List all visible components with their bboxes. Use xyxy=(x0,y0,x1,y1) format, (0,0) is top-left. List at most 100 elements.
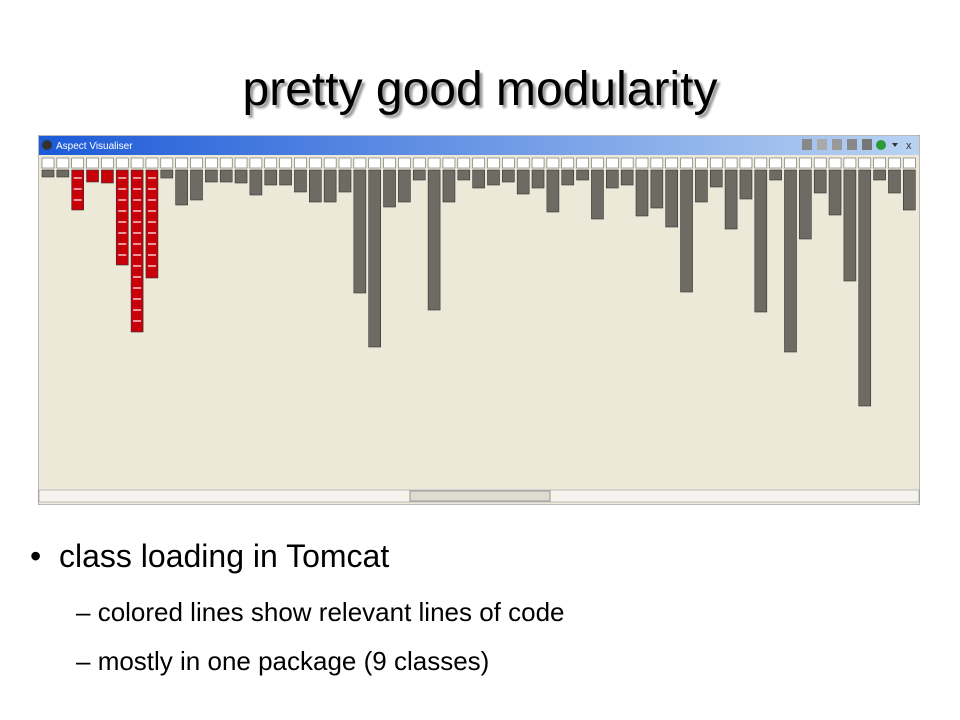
class-header xyxy=(591,157,604,169)
sub-bullet-text: mostly in one package (9 classes) xyxy=(97,646,490,676)
class-bar xyxy=(873,169,886,181)
class-bar xyxy=(86,169,99,183)
title-bar xyxy=(39,136,919,155)
class-bar xyxy=(249,169,263,196)
class-header xyxy=(442,157,456,169)
class-bar xyxy=(516,169,530,195)
class-header xyxy=(457,157,471,169)
class-bar xyxy=(531,169,545,189)
class-header xyxy=(130,157,144,169)
class-header xyxy=(843,157,857,169)
class-bar xyxy=(635,169,649,217)
class-header xyxy=(799,157,812,169)
class-header xyxy=(650,157,664,169)
sub-bullet: – mostly in one package (9 classes) xyxy=(76,646,490,676)
class-header xyxy=(902,157,916,169)
class-bar xyxy=(264,169,278,186)
class-bar xyxy=(308,169,322,203)
class-bar xyxy=(754,169,768,313)
class-bar xyxy=(888,169,901,194)
class-bar xyxy=(502,169,515,183)
class-header xyxy=(828,157,842,169)
toolbar[interactable]: x xyxy=(802,139,912,152)
class-header xyxy=(888,157,901,169)
class-bar xyxy=(769,169,782,181)
class-bar xyxy=(442,169,456,203)
class-header xyxy=(353,157,367,169)
class-header xyxy=(531,157,545,169)
class-header xyxy=(502,157,515,169)
class-header xyxy=(294,157,307,169)
class-header xyxy=(71,157,85,169)
class-header xyxy=(190,157,203,169)
class-bar xyxy=(591,169,604,220)
class-bar xyxy=(680,169,693,293)
window-icon xyxy=(42,140,52,150)
class-bar xyxy=(412,169,426,181)
class-header xyxy=(709,157,723,169)
class-bar xyxy=(472,169,485,189)
class-bar xyxy=(784,169,797,353)
class-bar xyxy=(205,169,218,183)
svg-text:x: x xyxy=(906,140,912,152)
sub-bullet: – colored lines show relevant lines of c… xyxy=(76,597,565,627)
class-bar xyxy=(561,169,575,186)
class-header xyxy=(249,157,263,169)
class-bar xyxy=(383,169,396,208)
class-bar xyxy=(620,169,634,186)
class-header xyxy=(472,157,485,169)
class-header xyxy=(680,157,693,169)
class-bar xyxy=(813,169,827,194)
class-bar xyxy=(605,169,619,189)
class-header xyxy=(101,157,114,169)
class-header xyxy=(754,157,768,169)
class-header xyxy=(56,157,70,169)
class-bar xyxy=(709,169,723,188)
class-header xyxy=(41,157,55,169)
class-bar xyxy=(294,169,307,193)
class-bar xyxy=(546,169,560,213)
class-bar xyxy=(843,169,857,282)
class-header xyxy=(665,157,679,169)
bullet-text: class loading in Tomcat xyxy=(58,538,390,574)
class-header xyxy=(739,157,753,169)
class-header xyxy=(160,157,174,169)
class-bar xyxy=(71,169,85,211)
class-header xyxy=(234,157,248,169)
class-bar xyxy=(353,169,367,294)
bullet: • class loading in Tomcat xyxy=(30,538,390,574)
class-header xyxy=(561,157,575,169)
class-bar xyxy=(101,169,114,184)
class-bar xyxy=(56,169,70,178)
class-header xyxy=(695,157,708,169)
class-header xyxy=(516,157,530,169)
class-header xyxy=(873,157,886,169)
scroll-thumb[interactable] xyxy=(409,490,551,502)
class-bar xyxy=(41,169,55,178)
class-header xyxy=(412,157,426,169)
class-header xyxy=(338,157,352,169)
class-bar xyxy=(219,169,233,183)
class-header xyxy=(724,157,738,169)
class-bar xyxy=(130,169,144,333)
class-bars xyxy=(41,157,916,407)
class-bar xyxy=(145,169,159,279)
class-bar xyxy=(279,169,292,186)
slide-title: pretty good modularity xyxy=(242,63,718,116)
class-bar xyxy=(665,169,679,228)
class-header xyxy=(308,157,322,169)
class-header xyxy=(487,157,500,169)
class-header xyxy=(635,157,649,169)
class-bar xyxy=(828,169,842,216)
class-header xyxy=(427,157,441,169)
class-bar xyxy=(190,169,203,201)
class-bar xyxy=(799,169,812,240)
class-bar xyxy=(576,169,589,181)
class-bar xyxy=(115,169,129,266)
class-bar xyxy=(457,169,471,181)
class-header xyxy=(86,157,99,169)
class-header xyxy=(620,157,634,169)
class-header xyxy=(175,157,188,169)
class-header xyxy=(205,157,218,169)
